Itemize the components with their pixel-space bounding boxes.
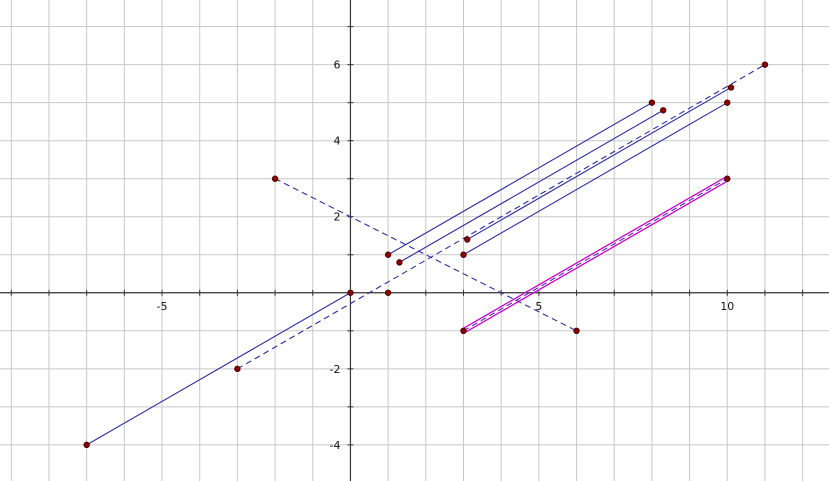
highlight-segment[interactable] <box>462 176 727 330</box>
solid-segment[interactable] <box>399 109 664 263</box>
data-point[interactable] <box>464 236 471 243</box>
data-point[interactable] <box>271 175 279 182</box>
data-point[interactable] <box>83 441 90 449</box>
points <box>83 61 769 449</box>
dashed-segment[interactable] <box>463 178 728 332</box>
data-point[interactable] <box>384 251 392 258</box>
data-point[interactable] <box>234 365 241 373</box>
data-point[interactable] <box>727 84 735 91</box>
y-tick-label: 4 <box>333 135 340 148</box>
dashed-segment[interactable] <box>237 64 766 370</box>
y-tick-label: 6 <box>333 59 340 72</box>
data-point[interactable] <box>648 99 656 106</box>
y-tick-label: -4 <box>329 439 340 452</box>
data-point[interactable] <box>460 327 467 335</box>
solid-segment[interactable] <box>466 86 732 241</box>
data-point[interactable] <box>460 251 467 258</box>
data-point[interactable] <box>724 99 731 106</box>
highlight-segment[interactable] <box>464 180 729 334</box>
segments <box>86 64 766 446</box>
data-point[interactable] <box>573 327 580 335</box>
y-tick-label: 2 <box>333 211 340 224</box>
x-tick-label: 10 <box>720 300 734 313</box>
data-point[interactable] <box>724 175 731 182</box>
x-tick-label: -5 <box>157 300 168 313</box>
data-point[interactable] <box>660 107 667 114</box>
solid-segment[interactable] <box>463 102 728 256</box>
tick-labels: -5 5 10 -4 -2 2 4 6 <box>157 59 735 452</box>
dashed-segment[interactable] <box>274 178 577 332</box>
data-point[interactable] <box>347 289 354 296</box>
y-tick-label: -2 <box>329 363 340 376</box>
data-point[interactable] <box>384 289 392 296</box>
solid-segment[interactable] <box>86 292 351 446</box>
x-tick-label: 5 <box>535 300 542 313</box>
data-point[interactable] <box>396 259 403 266</box>
data-point[interactable] <box>761 61 769 68</box>
solid-segment[interactable] <box>387 102 653 256</box>
